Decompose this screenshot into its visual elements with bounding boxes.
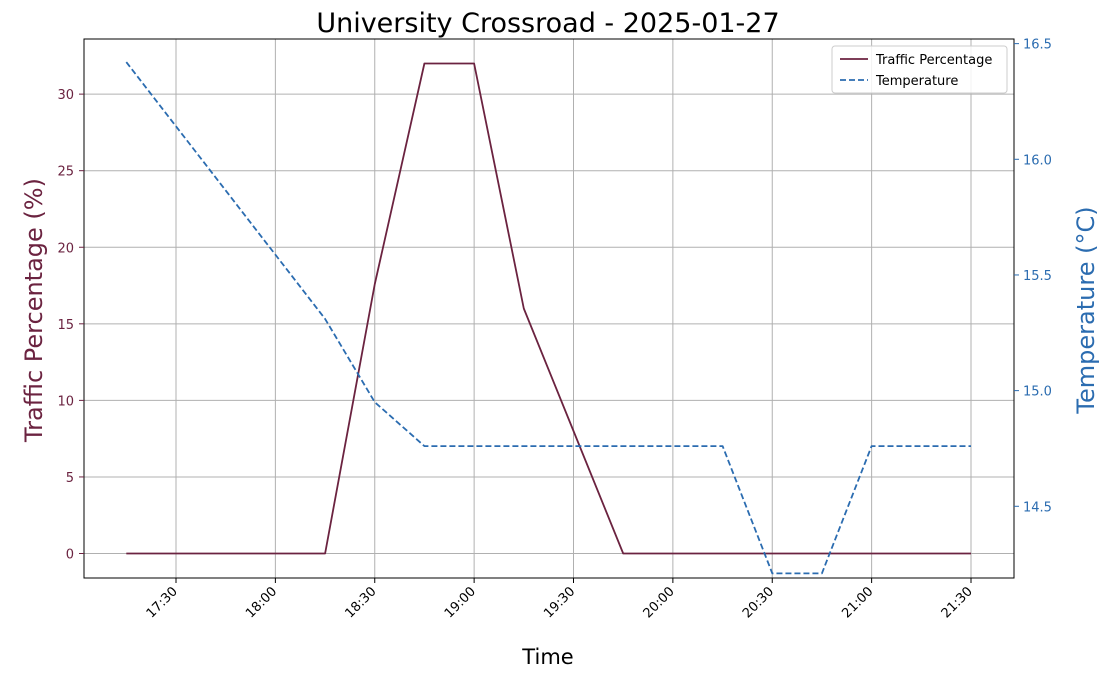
legend-box [831, 45, 1008, 94]
y-axis-right-title: Temperature (°C) [1072, 206, 1100, 414]
y-right-tick-label: 16.0 [1023, 153, 1052, 168]
x-tick-label: 18:00 [243, 584, 280, 621]
x-axis-title: Time [521, 645, 573, 669]
x-tick-label: 21:30 [939, 584, 976, 621]
chart-title: University Crossroad - 2025-01-27 [316, 8, 779, 39]
y-right-tick-label: 15.5 [1023, 269, 1052, 284]
x-tick-label: 21:00 [839, 584, 876, 621]
x-tick-label: 20:30 [740, 584, 777, 621]
y-left-tick-label: 30 [57, 88, 74, 103]
legend: Traffic Percentage Temperature [831, 45, 1008, 94]
series-line-traffic-percentage [126, 62, 971, 555]
y-left-tick-label: 20 [57, 241, 74, 256]
y-axis-right: 14.5 15.0 15.5 16.0 16.5 [1014, 38, 1052, 515]
y-axis-left: 0 5 10 15 20 25 30 [57, 88, 84, 563]
legend-label-traffic: Traffic Percentage [875, 53, 992, 68]
grid [84, 39, 1014, 578]
y-right-tick-label: 15.0 [1023, 385, 1052, 400]
y-right-tick-label: 14.5 [1023, 500, 1052, 515]
y-axis-left-title: Traffic Percentage (%) [20, 178, 48, 443]
x-tick-label: 19:30 [541, 584, 578, 621]
x-tick-label: 17:30 [144, 584, 181, 621]
y-left-tick-label: 5 [66, 471, 74, 486]
y-left-tick-label: 10 [57, 394, 74, 409]
x-tick-label: 19:00 [442, 584, 479, 621]
y-left-tick-label: 15 [57, 318, 74, 333]
plot-frame [83, 38, 1015, 579]
y-left-tick-label: 0 [66, 548, 74, 563]
series-layer [125, 61, 971, 575]
y-left-tick-label: 25 [57, 165, 74, 180]
series-line-temperature [125, 61, 971, 575]
x-tick-label: 20:00 [641, 584, 678, 621]
legend-label-temperature: Temperature [875, 74, 958, 89]
y-right-tick-label: 16.5 [1023, 38, 1052, 53]
x-axis: 17:30 18:00 18:30 19:00 19:30 20:00 20:30 21:00… [144, 578, 976, 621]
x-tick-label: 18:30 [342, 584, 379, 621]
